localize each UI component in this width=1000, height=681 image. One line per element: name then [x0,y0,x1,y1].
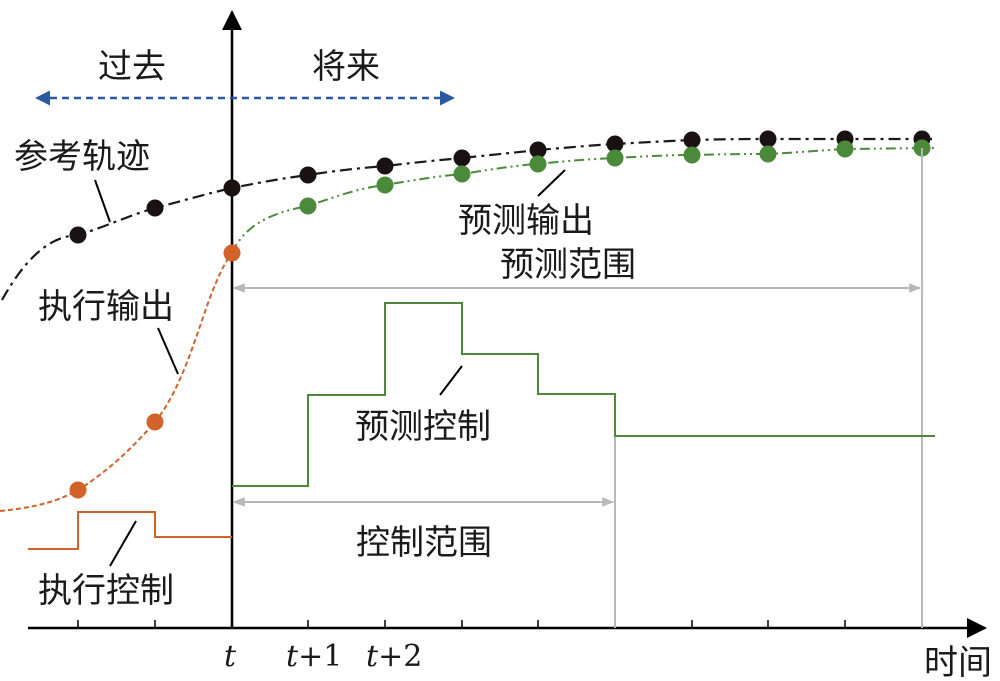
executed-point [69,481,87,499]
tick-label-t: t [224,639,237,674]
predicted-point [453,165,471,183]
predicted-point [299,197,317,215]
reference-trajectory-line [1,137,932,301]
leader-executed-output [157,327,179,375]
label-future: 将来 [312,47,380,87]
executed-point [223,244,241,262]
predicted-point [606,149,624,167]
leader-reference [94,179,111,223]
leader-predicted-output [537,169,566,197]
reference-point [299,166,317,184]
reference-point [376,157,394,175]
executed-control-steps [28,511,232,550]
predicted-point [529,155,547,173]
executed-point [146,413,164,431]
executed-output-points [69,244,241,499]
reference-point [69,226,87,244]
label-past: 过去 [98,47,166,87]
predicted-output-points [299,139,931,215]
predicted-control-steps [232,302,935,487]
label-executed-output: 执行输出 [38,287,174,327]
reference-points [69,130,931,244]
reference-point [223,179,241,197]
label-time-axis: 时间 [924,643,992,681]
leader-predicted-control [439,365,463,396]
reference-point [146,199,164,217]
label-prediction-horizon: 预测范围 [500,245,636,285]
predicted-point [376,176,394,194]
label-executed-control: 执行控制 [38,571,174,611]
leader-executed-control [109,520,137,567]
tick-label-t-plus-1: t+1 [286,639,342,674]
reference-point [606,135,624,153]
label-control-horizon: 控制范围 [356,523,492,563]
reference-point [759,130,777,148]
leader-lines [94,169,566,567]
label-predicted-output: 预测输出 [458,201,594,241]
label-predicted-control: 预测控制 [355,407,491,447]
label-reference-trajectory: 参考轨迹 [14,137,150,177]
predicted-point [836,140,854,158]
predicted-point [683,146,701,164]
reference-point [453,149,471,167]
reference-point [683,131,701,149]
tick-label-t-plus-2: t+2 [366,639,422,674]
predicted-point [759,145,777,163]
reference-point [529,141,547,159]
